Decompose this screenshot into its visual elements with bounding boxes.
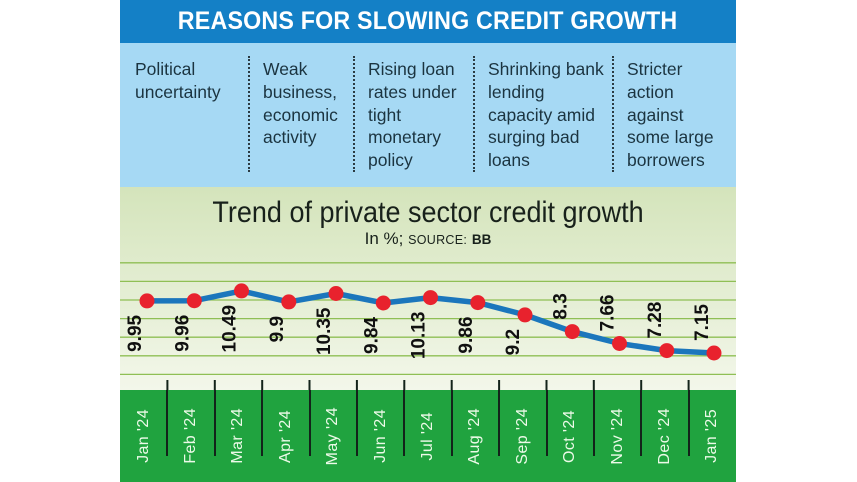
dotted-divider <box>612 56 614 172</box>
dotted-divider <box>248 56 250 172</box>
data-point-marker <box>281 294 297 310</box>
month-label: Nov '24 <box>608 407 626 465</box>
reason-item-1: Political uncertainty <box>120 43 248 187</box>
dotted-divider <box>473 56 475 172</box>
reason-item-2: Weak business, economic activity <box>248 43 353 187</box>
month-cell: May '24 <box>308 390 357 482</box>
data-point-marker <box>564 324 580 340</box>
month-label: Jun '24 <box>371 409 389 463</box>
month-label: Apr '24 <box>276 409 294 463</box>
dotted-divider <box>353 56 355 172</box>
header-bar: REASONS FOR SLOWING CREDIT GROWTH <box>120 0 736 43</box>
data-point-marker <box>234 283 249 299</box>
data-point-marker <box>470 295 486 311</box>
data-point-marker <box>375 295 391 311</box>
month-divider <box>355 390 358 456</box>
month-divider <box>687 390 690 456</box>
data-label: 9.84 <box>361 317 382 354</box>
month-cell: Oct '24 <box>545 390 594 482</box>
month-cell: Feb '24 <box>166 390 214 482</box>
source-value: BB <box>471 232 492 247</box>
month-divider <box>498 390 501 456</box>
infographic-card: REASONS FOR SLOWING CREDIT GROWTH Politi… <box>120 0 736 482</box>
month-cell: Nov '24 <box>592 390 641 482</box>
data-label: 7.28 <box>645 302 666 339</box>
data-label: 9.9 <box>267 316 288 342</box>
data-point-marker <box>328 286 344 301</box>
chart-section: Trend of private sector credit growth In… <box>120 187 736 390</box>
chart-title: Trend of private sector credit growth <box>212 196 644 229</box>
reason-item-5: Stricter action against some large borro… <box>612 43 736 187</box>
month-divider <box>261 390 264 456</box>
month-label: Feb '24 <box>182 408 200 464</box>
month-divider <box>545 390 548 456</box>
data-point-marker <box>517 307 533 323</box>
reason-text: Shrinking bank lending capacity amid sur… <box>488 59 604 170</box>
data-point-marker <box>423 290 438 306</box>
data-label: 10.13 <box>409 312 430 360</box>
data-point-marker <box>706 345 722 361</box>
line-chart: 9.95 9.96 10.49 9.9 10.35 9.84 10.13 9.86 9.2 8.3… <box>120 262 736 390</box>
month-cell: Mar '24 <box>213 390 262 482</box>
reason-text: Stricter action against some large borro… <box>627 59 714 170</box>
month-divider <box>640 390 643 456</box>
month-divider <box>308 390 311 456</box>
month-cell: Dec '24 <box>640 390 688 482</box>
month-cell: Aug '24 <box>450 390 499 482</box>
month-label: May '24 <box>324 406 342 466</box>
month-label: Aug '24 <box>466 407 484 465</box>
month-divider <box>213 390 216 456</box>
data-point-marker <box>659 343 675 359</box>
data-label: 10.35 <box>314 307 335 355</box>
data-label: 7.66 <box>598 295 619 332</box>
reason-text: Weak business, economic activity <box>263 59 338 148</box>
month-label: Jan '25 <box>703 409 721 463</box>
source-label: SOURCE: <box>408 233 468 247</box>
data-label: 9.86 <box>456 317 477 354</box>
month-cell: Jun '24 <box>355 390 404 482</box>
reason-text: Political uncertainty <box>135 59 221 102</box>
data-point-marker <box>612 336 627 351</box>
month-label: Sep '24 <box>513 407 531 465</box>
month-axis: Jan '24 Feb '24 Mar '24 Apr '24 May '24 Jun '… <box>120 390 736 482</box>
month-cell: Sep '24 <box>498 390 546 482</box>
reason-text: Rising loan rates under tight monetary p… <box>368 59 457 170</box>
data-label: 9.96 <box>172 315 193 352</box>
data-label: 8.3 <box>550 293 571 319</box>
month-cell: Jan '25 <box>687 390 736 482</box>
month-label: Oct '24 <box>561 409 579 463</box>
month-cell: Jan '24 <box>120 390 167 482</box>
month-label: Mar '24 <box>229 408 247 464</box>
chart-subtitle: In %; SOURCE: BB <box>120 229 736 249</box>
data-point-marker <box>186 293 202 309</box>
month-cell: Jul '24 <box>403 390 451 482</box>
data-label: 9.2 <box>503 329 524 355</box>
month-label: Jan '24 <box>134 409 152 463</box>
data-label: 9.95 <box>125 314 146 351</box>
month-label: Dec '24 <box>655 407 673 465</box>
data-label: 7.15 <box>692 304 713 341</box>
data-label: 10.49 <box>220 305 241 353</box>
month-divider <box>592 390 595 456</box>
data-point-marker <box>139 293 155 309</box>
month-divider <box>450 390 453 456</box>
reasons-panel: Political uncertainty Weak business, econ… <box>120 43 736 187</box>
header-title: REASONS FOR SLOWING CREDIT GROWTH <box>178 7 678 35</box>
unit-label: In %; <box>364 229 404 248</box>
month-label: Jul '24 <box>419 411 437 461</box>
month-divider <box>166 390 169 456</box>
reason-item-4: Shrinking bank lending capacity amid sur… <box>473 43 612 187</box>
month-cell: Apr '24 <box>261 390 309 482</box>
month-divider <box>403 390 406 456</box>
reason-item-3: Rising loan rates under tight monetary p… <box>353 43 473 187</box>
